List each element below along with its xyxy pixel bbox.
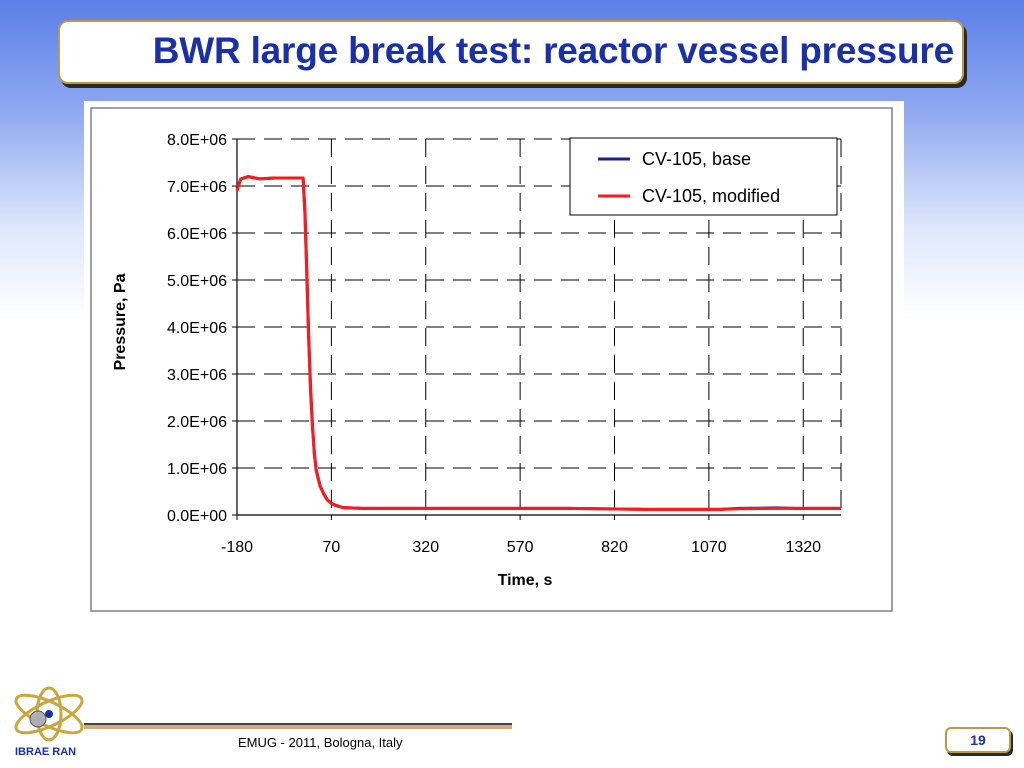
y-tick-label: 7.0E+06	[167, 179, 227, 196]
legend-label: CV-105, base	[642, 149, 751, 169]
y-tick-label: 3.0E+06	[167, 367, 227, 384]
footer-text: EMUG - 2011, Bologna, Italy	[238, 735, 403, 750]
y-tick-label: 5.0E+06	[167, 273, 227, 290]
y-tick-label: 2.0E+06	[167, 414, 227, 431]
legend-label: CV-105, modified	[642, 186, 780, 206]
chart-panel: 0.0E+00 1.0E+06 2.0E+06 3.0E+06 4.0E+06 5.0E+…	[84, 101, 904, 617]
logo-text: IBRAE RAN	[15, 746, 77, 758]
x-axis-label: Time, s	[498, 572, 553, 589]
x-tick-label: 570	[507, 539, 534, 556]
y-tick-label: 8.0E+06	[167, 132, 227, 149]
legend-box	[569, 137, 838, 216]
page-number: 19	[970, 732, 986, 748]
y-tick-label: 6.0E+06	[167, 226, 227, 243]
x-tick-label: 1320	[785, 539, 821, 556]
y-axis-label: Pressure, Pa	[112, 273, 129, 370]
x-tick-label: 320	[412, 539, 439, 556]
title-box: BWR large break test: reactor vessel pre…	[58, 20, 964, 84]
x-tick-label: -180	[221, 539, 253, 556]
series-line-2	[235, 175, 841, 511]
pressure-chart: 0.0E+00 1.0E+06 2.0E+06 3.0E+06 4.0E+06 5.0E+…	[90, 107, 893, 612]
atom-logo-icon	[14, 686, 84, 742]
y-tick-label: 1.0E+06	[167, 461, 227, 478]
page-number-box: 19	[945, 727, 1011, 753]
slide-title: BWR large break test: reactor vessel pre…	[152, 30, 954, 71]
x-tick-label: 70	[322, 539, 340, 556]
y-tick-label: 0.0E+00	[167, 508, 227, 525]
x-tick-label: 820	[601, 539, 628, 556]
y-tick-label: 4.0E+06	[167, 320, 227, 337]
x-tick-label: 1070	[691, 539, 727, 556]
footer-divider	[84, 723, 512, 729]
